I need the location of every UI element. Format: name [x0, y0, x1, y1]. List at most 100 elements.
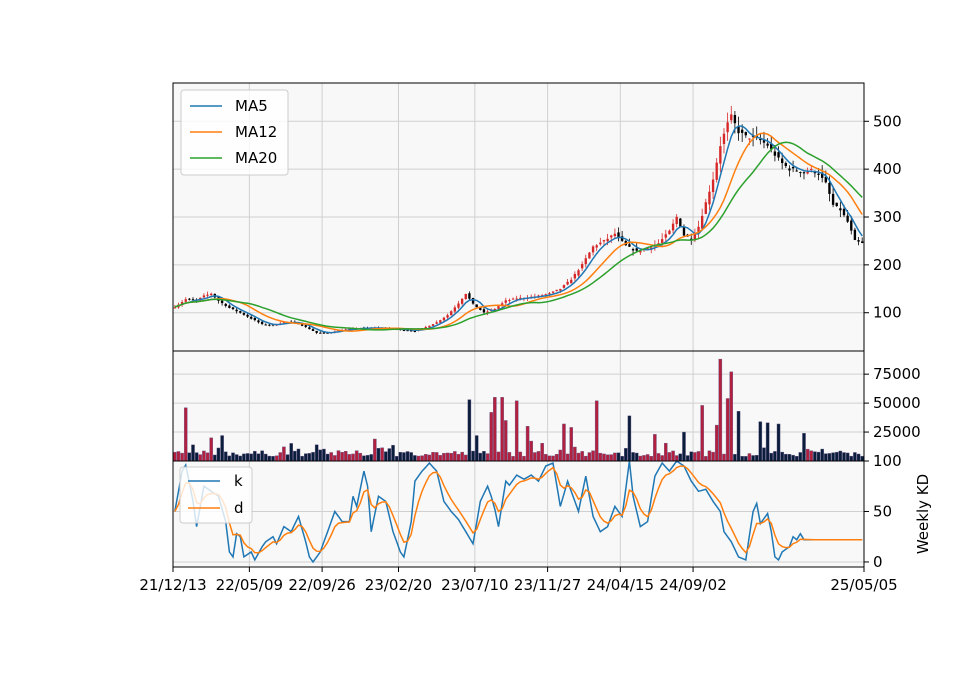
volume-bar	[773, 451, 777, 462]
price-panel: 100 200 300 400 500 MA5 MA12 MA20	[172, 82, 902, 352]
volume-bar	[205, 452, 210, 462]
candle-body	[770, 143, 773, 150]
candle-body	[199, 297, 202, 300]
candle-body	[599, 242, 602, 245]
volume-bar	[223, 451, 228, 462]
volume-bar	[740, 456, 744, 462]
volume-bar	[460, 451, 464, 462]
volume-bar	[474, 435, 479, 462]
volume-bar	[260, 450, 264, 462]
volume-bar	[413, 455, 417, 462]
volume-bar	[536, 451, 541, 462]
volume-bar	[249, 453, 253, 462]
volume-bar	[616, 452, 621, 462]
price-y-tick-label: 500	[873, 112, 902, 130]
candle-body	[260, 321, 264, 324]
candle-body	[824, 176, 827, 183]
volume-bar	[482, 450, 486, 462]
volume-bar	[620, 455, 624, 462]
volume-bar	[329, 452, 333, 462]
candle-body	[173, 307, 177, 309]
volume-bar	[664, 442, 668, 462]
candle-body	[555, 289, 558, 292]
legend-label-k: k	[234, 472, 243, 490]
volume-bar	[725, 398, 730, 462]
candle-body	[479, 307, 482, 310]
volume-bar	[707, 450, 712, 462]
candle-body	[828, 182, 831, 194]
candle-body	[435, 322, 438, 324]
volume-bar	[736, 411, 741, 462]
candle-body	[617, 232, 620, 237]
candle-body	[788, 168, 791, 171]
volume-bar	[816, 451, 821, 462]
volume-bar	[231, 452, 235, 462]
volume-bar	[591, 450, 595, 462]
candle-body	[326, 332, 329, 334]
volume-bar	[242, 453, 246, 462]
candle-body	[475, 304, 478, 308]
x-tick-label: 23/11/27	[514, 576, 581, 594]
x-tick-label: 24/04/15	[587, 576, 654, 594]
candle-body	[239, 311, 242, 313]
candle-body	[511, 298, 515, 300]
candle-body	[446, 315, 449, 318]
x-tick-label: 25/05/05	[830, 576, 897, 594]
candle-body	[228, 305, 231, 308]
volume-bar	[813, 451, 817, 462]
volume-bar	[678, 453, 683, 462]
candle-body	[180, 302, 184, 305]
candle-body	[613, 233, 617, 237]
volume-bar	[387, 448, 392, 462]
volume-bar	[653, 434, 657, 462]
volume-bar	[274, 455, 279, 462]
candle-body	[431, 324, 435, 326]
volume-bar	[489, 412, 493, 462]
price-ma-lines	[174, 125, 863, 334]
volume-bar	[784, 453, 788, 462]
volume-bar	[373, 438, 377, 462]
d-line	[174, 465, 863, 554]
volume-bar	[849, 455, 854, 462]
volume-bar	[344, 451, 348, 462]
volume-bar	[831, 452, 835, 462]
volume-bar	[544, 454, 548, 462]
volume-bar	[860, 455, 864, 462]
volume-bar	[384, 451, 388, 462]
volume-bar	[656, 453, 661, 462]
volume-bar	[307, 453, 312, 462]
volume-bar	[845, 452, 850, 462]
candle-body	[573, 273, 577, 279]
volume-bar	[682, 431, 686, 462]
volume-bar	[758, 421, 763, 462]
candle-body	[253, 318, 257, 321]
legend-box	[180, 89, 289, 176]
kd-lines	[174, 459, 863, 564]
volume-bars	[173, 358, 864, 462]
candle-body	[737, 126, 740, 134]
volume-bar	[580, 451, 584, 462]
candle-body	[773, 151, 777, 156]
volume-bar	[602, 453, 606, 462]
volume-bar	[362, 455, 366, 462]
legend-label-ma20: MA20	[235, 149, 277, 167]
volume-bar	[627, 415, 632, 462]
volume-bar	[700, 405, 704, 462]
volume-bar	[802, 433, 806, 462]
candle-body	[304, 325, 307, 327]
candle-body	[631, 249, 635, 251]
volume-bar	[391, 444, 395, 462]
candle-body	[595, 245, 598, 248]
volume-y-tick-label: 75000	[873, 365, 921, 383]
candle-body	[504, 300, 507, 303]
volume-bar	[340, 451, 344, 462]
volume-y-axis: 25000 50000 75000	[864, 365, 921, 441]
candle-body	[813, 172, 817, 174]
candle-body	[690, 238, 693, 240]
volume-bar	[333, 455, 337, 462]
volume-bar	[402, 452, 406, 462]
volume-bar	[354, 450, 359, 462]
candle-body	[235, 309, 238, 312]
candle-body	[791, 166, 795, 169]
volume-bar	[645, 454, 650, 462]
